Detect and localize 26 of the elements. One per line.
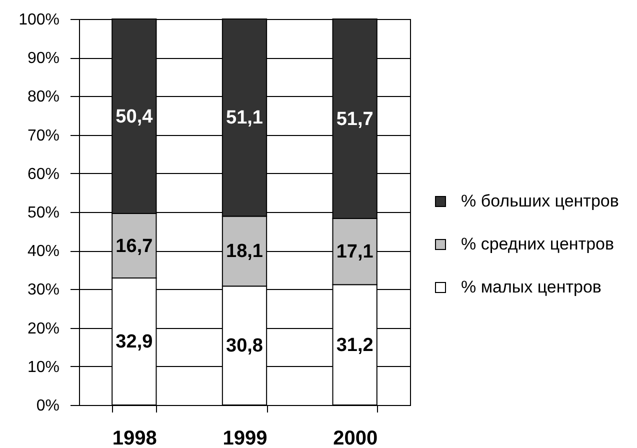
x-tick-label: 1998: [112, 428, 157, 448]
y-tick-label: 100%: [18, 12, 60, 28]
data-label: 16,7: [116, 236, 153, 257]
legend-label: % средних центров: [461, 234, 614, 254]
data-label: 51,1: [226, 108, 264, 129]
y-tick-label: 40%: [27, 243, 60, 260]
legend-label: % малых центров: [461, 278, 602, 296]
data-label: 18,1: [226, 241, 264, 262]
data-label: 50,4: [116, 106, 154, 128]
y-tick-label: 0%: [36, 398, 60, 414]
x-tick-label: 1999: [222, 428, 268, 448]
y-tick-label: 50%: [27, 204, 60, 222]
y-tick-label: 10%: [27, 358, 60, 376]
data-label: 17,1: [336, 242, 374, 263]
y-tick-label: 60%: [27, 166, 60, 183]
y-tick-label: 30%: [27, 282, 60, 299]
x-tick-label: 2000: [333, 428, 378, 448]
data-label: 30,8: [226, 336, 263, 357]
data-label: 51,7: [336, 108, 374, 130]
y-tick-label: 80%: [27, 88, 60, 106]
y-tick-label: 90%: [27, 50, 60, 68]
legend-label: % больших центров: [461, 192, 619, 210]
data-label: 32,9: [116, 332, 153, 353]
data-label: 31,2: [336, 334, 374, 356]
y-tick-label: 70%: [27, 127, 60, 144]
y-tick-label: 20%: [27, 320, 60, 338]
